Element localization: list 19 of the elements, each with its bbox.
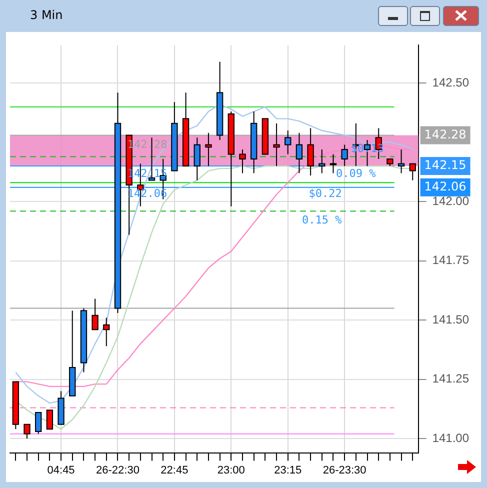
annotation: $0.22 [308, 187, 342, 200]
annotation: 0.15 % [302, 213, 342, 226]
x-tick-label: 22:45 [160, 464, 188, 476]
annotation: 0.09 % [336, 166, 376, 180]
y-tick-label: 141.75 [432, 253, 470, 268]
x-tick-label: 23:15 [274, 464, 302, 476]
ref-line-label: 142.06 [424, 180, 466, 194]
x-tick-label: 26-23:30 [322, 464, 366, 476]
y-tick-label: 141.25 [432, 372, 470, 386]
y-tick-label: 142.50 [432, 75, 470, 90]
x-tick-label: 04:45 [47, 464, 75, 476]
ref-line-label: 142.15 [424, 158, 466, 172]
y-tick-label: 142.00 [432, 194, 470, 208]
y-tick-label: 141.50 [432, 312, 470, 326]
x-tick-label: 26-22:30 [96, 464, 140, 476]
y-tick-label: 141.00 [432, 430, 470, 445]
x-tick-label: 23:00 [217, 464, 245, 476]
chart-title: 3 Min [30, 8, 63, 22]
ref-line-label: 142.28 [424, 127, 466, 142]
